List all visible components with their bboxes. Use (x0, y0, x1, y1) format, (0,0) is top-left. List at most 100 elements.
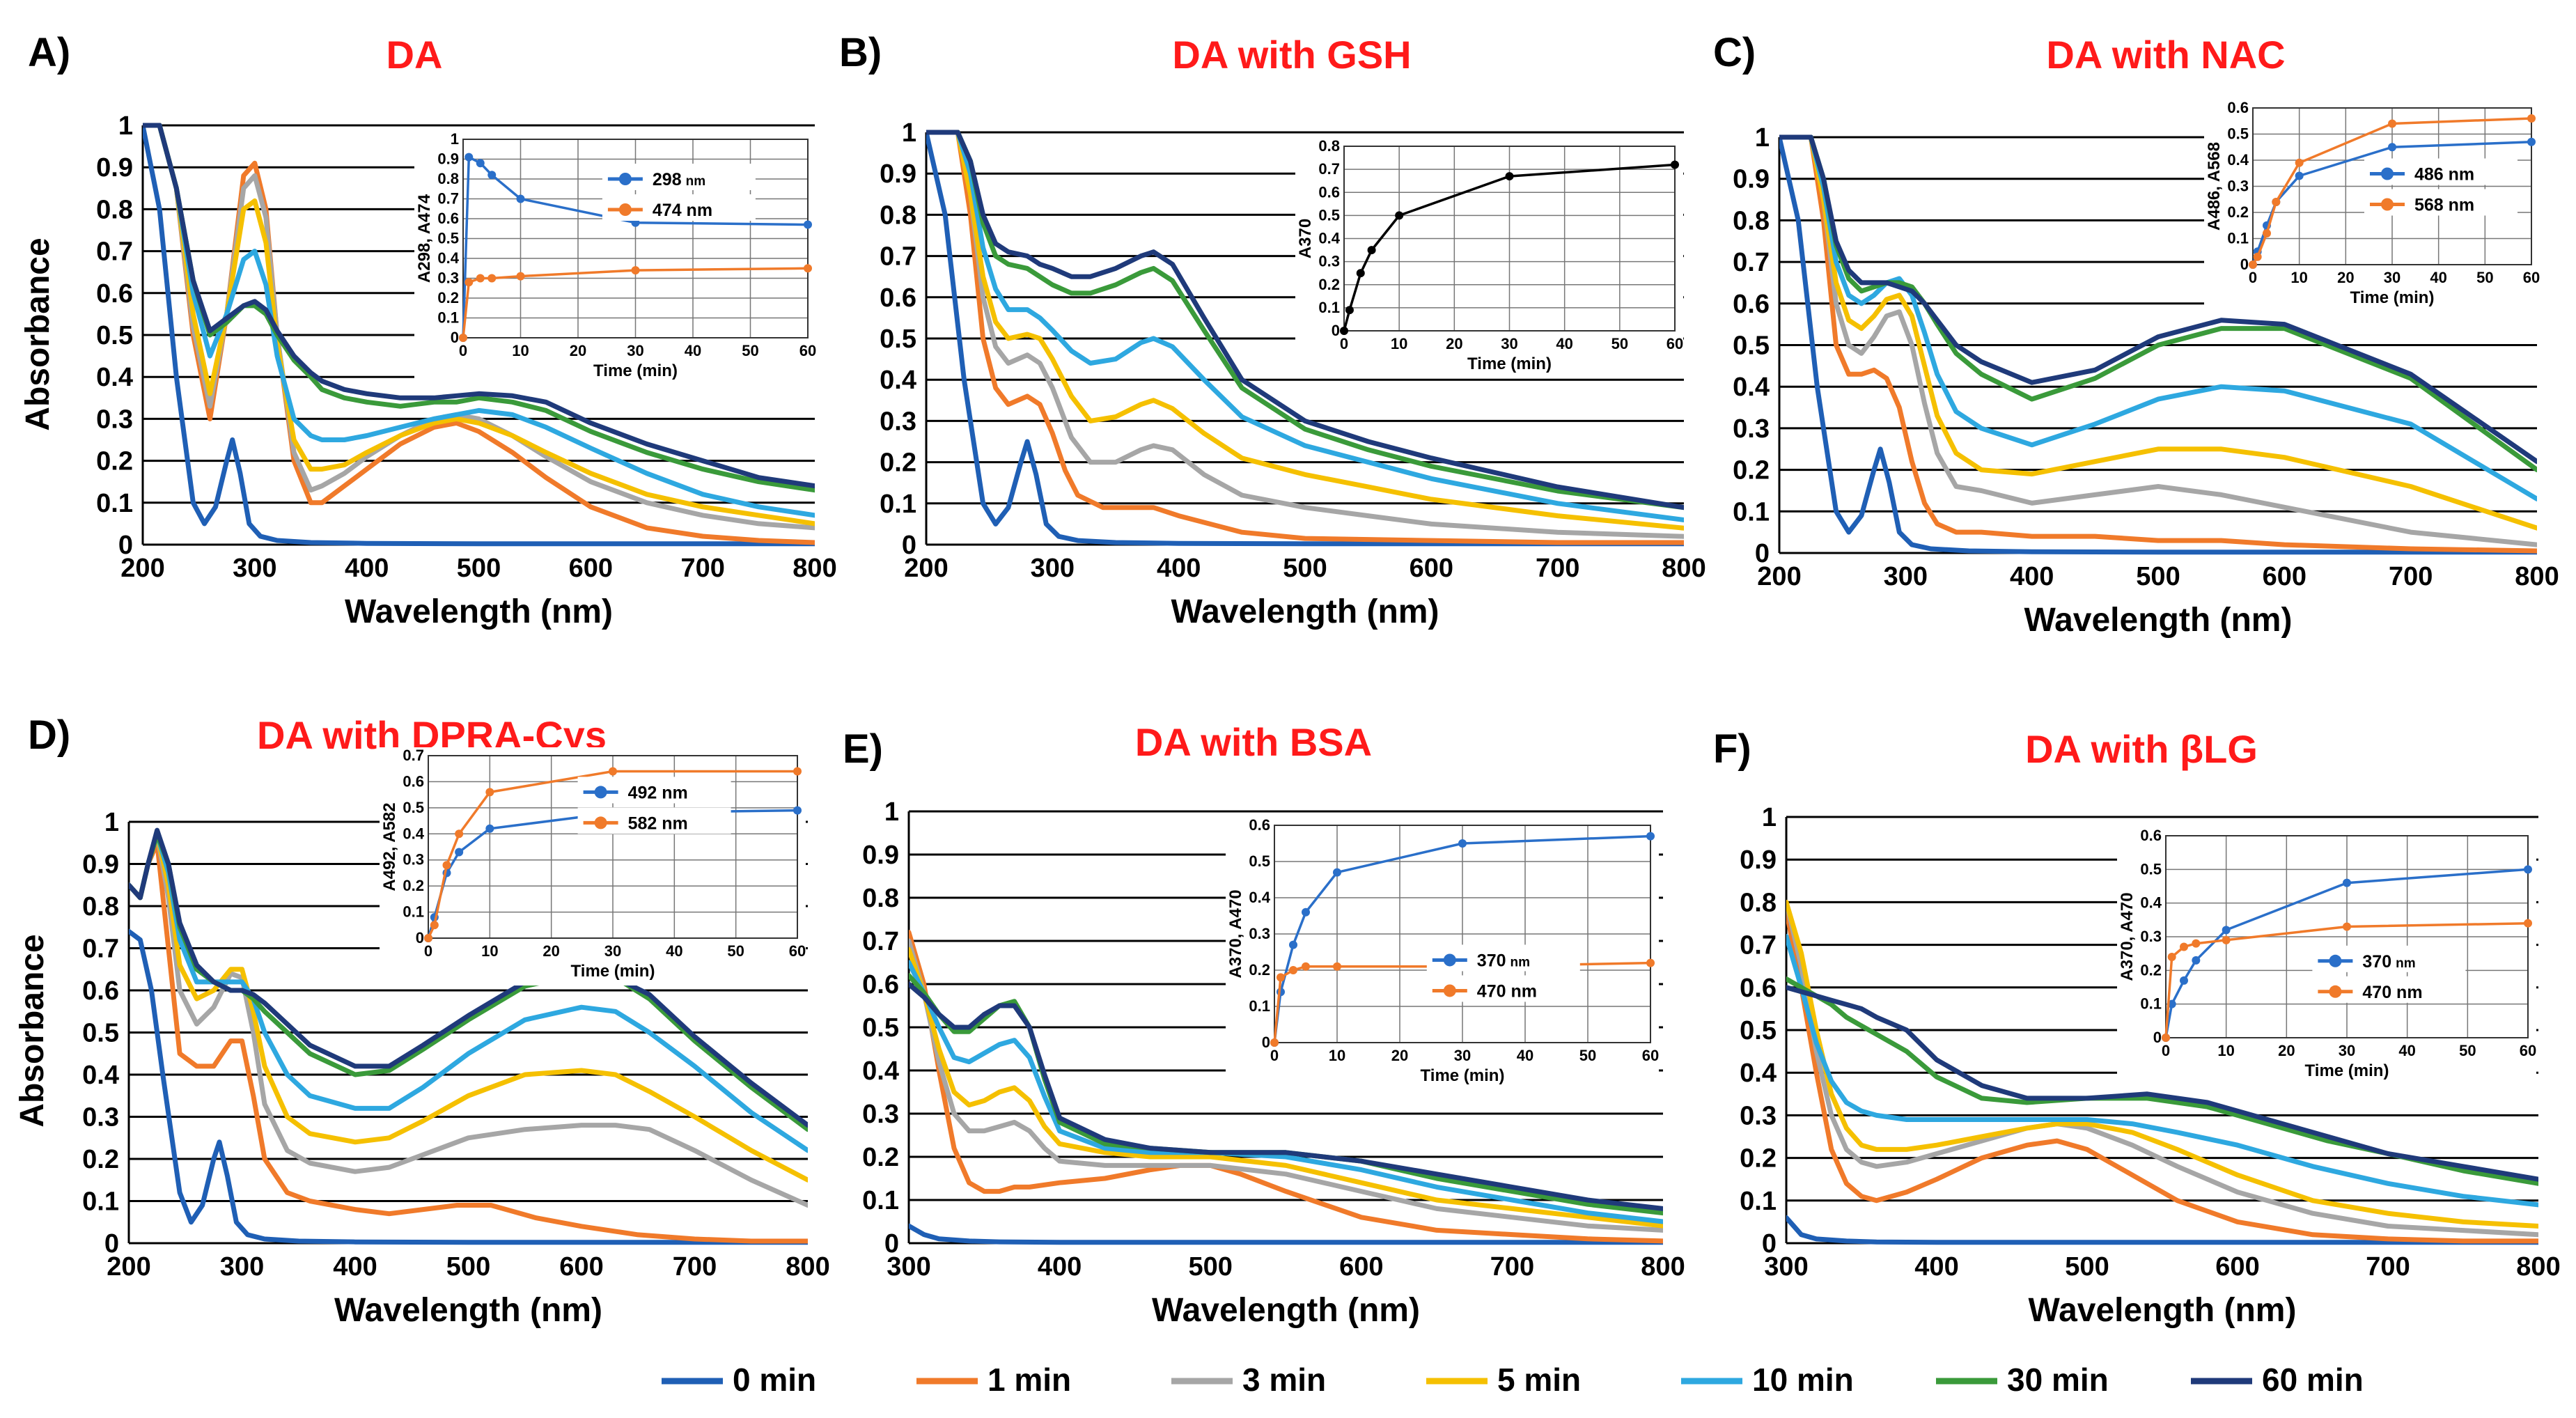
legend-label: 30 min (2007, 1362, 2109, 1398)
inset-y-tick-label: 0.3 (1318, 253, 1340, 270)
x-tick-label: 600 (2215, 1252, 2259, 1281)
inset-y-tick-label: 0.8 (1318, 137, 1340, 155)
inset-legend-label: 298 nm (653, 170, 705, 189)
x-tick-label: 500 (1283, 554, 1327, 583)
inset-x-tick-label: 0 (2162, 1042, 2170, 1059)
y-tick-label: 1 (118, 111, 133, 141)
legend-entry: 30 min (1936, 1362, 2109, 1398)
inset-data-point (1345, 306, 1354, 315)
legend-label: 3 min (1242, 1362, 1326, 1398)
inset-data-point (793, 767, 802, 776)
inset-data-point (455, 829, 464, 839)
y-tick-label: 1 (1755, 123, 1770, 153)
inset-x-tick-label: 40 (1556, 335, 1572, 352)
inset-y-tick-label: 0.4 (437, 249, 459, 267)
panel-title: DA with βLG (2025, 727, 2258, 771)
inset-chart: 00.10.20.30.40.50.60.70.80.910 10 20 30 40 50… (414, 130, 816, 385)
x-tick-label: 300 (220, 1252, 264, 1281)
inset-data-point (2343, 922, 2351, 931)
inset-legend-marker (2329, 954, 2342, 967)
y-tick-label: 0 (884, 1229, 899, 1259)
inset-y-tick-label: 0.5 (2227, 125, 2249, 143)
inset-x-tick-label: 50 (2459, 1042, 2476, 1059)
series-line-0-min (1786, 1215, 2538, 1245)
inset-chart: 0 0.1 0.2 0.3 0.4 0.5 0.6 0.7 0.8 0 10 20 30 40 50 60 Ti… (1295, 137, 1683, 378)
inset-data-point (2263, 229, 2271, 237)
x-tick-label: 500 (2065, 1252, 2109, 1281)
legend-label: 10 min (1752, 1362, 1854, 1398)
y-tick-label: 0.7 (862, 927, 899, 956)
inset-y-tick-label: 0.1 (1318, 299, 1340, 316)
inset-y-tick-label: 0.4 (403, 825, 424, 842)
inset-y-tick-label: 0.9 (437, 150, 459, 168)
inset-chart: 0 0.1 0.2 0.3 0.4 0.5 0.6 0.7 0 10 20 30 40 50 60 Time … (380, 747, 806, 985)
inset-data-point (2527, 114, 2536, 123)
inset-y-tick-label: 0.6 (1318, 183, 1340, 201)
inset-y-tick-label: 0.1 (1249, 997, 1270, 1015)
x-tick-label: 200 (1757, 562, 1801, 591)
series-line-60-min (1779, 134, 2537, 465)
x-tick-label: 700 (1490, 1252, 1534, 1281)
inset-data-point (2167, 953, 2176, 961)
inset-x-tick-label: 50 (2476, 269, 2493, 286)
x-axis-label: Wavelength (nm) (1152, 1292, 1420, 1329)
inset-y-tick-label: 0.5 (2140, 860, 2162, 878)
inset-x-tick-label: 10 (2290, 269, 2307, 286)
inset-y-axis-label: A486, A568 (2205, 142, 2224, 231)
inset-x-axis-label: Time (min) (1467, 354, 1552, 373)
x-tick-label: 200 (107, 1252, 150, 1281)
y-tick-label: 0.4 (862, 1057, 899, 1086)
inset-data-point (2192, 956, 2201, 965)
panel-e: E) DA with BSA 0 0.1 0.2 0.3 0.4 0.5 0.6 0.7 0.8 0.… (843, 720, 1685, 1329)
y-tick-label: 0.3 (880, 407, 916, 436)
y-axis-label: Absorbance (19, 237, 56, 430)
inset-data-point (516, 194, 525, 203)
inset-y-tick-label: 0.4 (1249, 889, 1270, 906)
inset-x-tick-label: 20 (2278, 1042, 2295, 1059)
y-tick-label: 0.3 (1733, 414, 1770, 444)
y-tick-label: 0.2 (880, 449, 916, 478)
inset-y-tick-label: 0 (416, 929, 424, 946)
inset-x-tick-label: 10 (1329, 1047, 1345, 1064)
series-line-10-min (909, 960, 1663, 1224)
y-tick-label: 0.4 (880, 366, 916, 395)
inset-x-tick-label: 50 (742, 342, 758, 359)
inset-y-tick-label: 0.3 (437, 270, 459, 287)
inset-legend-marker (594, 816, 607, 829)
x-tick-label: 400 (1914, 1252, 1958, 1281)
y-tick-label: 0 (118, 531, 133, 560)
inset-x-tick-label: 10 (512, 342, 529, 359)
inset-y-tick-label: 0.4 (2227, 151, 2249, 169)
inset-legend-label: 582 nm (628, 813, 688, 833)
inset-y-tick-label: 0.4 (1318, 230, 1340, 247)
y-tick-label: 0 (104, 1229, 119, 1259)
x-tick-label: 300 (1031, 554, 1075, 583)
inset-y-tick-label: 0.6 (1249, 816, 1270, 834)
inset-y-axis-label: A370, A470 (1226, 889, 1245, 978)
inset-x-tick-label: 40 (2398, 1042, 2415, 1059)
inset-x-tick-label: 40 (685, 342, 701, 359)
series-line-10-min (926, 130, 1684, 522)
series-line-5-min (143, 123, 815, 527)
series-line-30-min (143, 123, 815, 493)
inset-data-point (1340, 327, 1348, 335)
y-tick-label: 1 (902, 118, 916, 148)
inset-data-point (1277, 973, 1285, 982)
inset-y-tick-label: 0 (1262, 1034, 1270, 1051)
x-tick-label: 800 (2515, 562, 2559, 591)
spectra (909, 930, 1663, 1245)
x-tick-label: 400 (333, 1252, 377, 1281)
inset-data-point (1395, 211, 1404, 220)
y-tick-label: 0.6 (1733, 290, 1770, 319)
y-tick-label: 0 (1762, 1229, 1777, 1259)
y-tick-label: 0.4 (1733, 373, 1770, 402)
inset-data-point (1289, 940, 1297, 949)
inset-x-tick-label: 40 (1517, 1047, 1533, 1064)
series-line-5-min (909, 946, 1663, 1229)
inset-x-tick-label: 40 (666, 942, 682, 960)
panel-b: B) DA with GSH 0 0.1 0.2 0.3 0.4 0.5 0.6 0.7 0.8 0.… (839, 30, 1706, 630)
inset-y-tick-label: 0.2 (2140, 961, 2162, 979)
inset-data-point (631, 266, 640, 275)
x-tick-label: 200 (120, 554, 164, 583)
